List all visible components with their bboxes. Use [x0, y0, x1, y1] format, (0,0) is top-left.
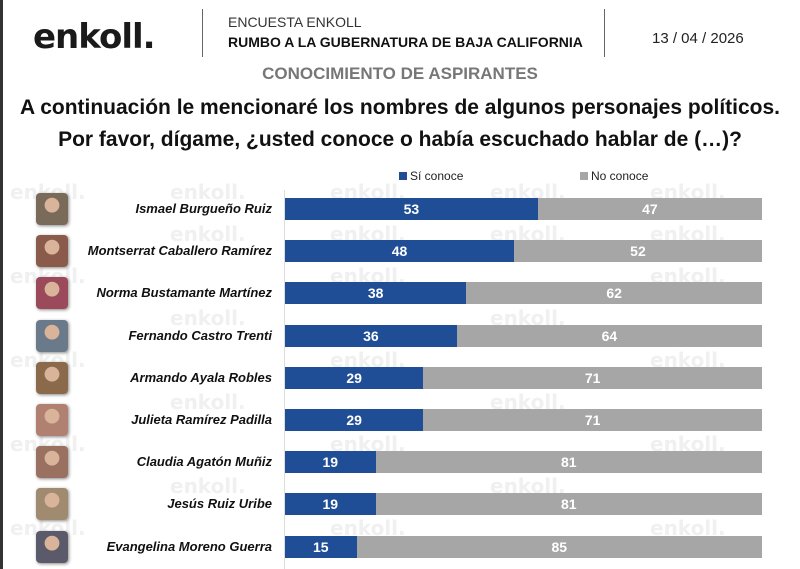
divider [202, 9, 203, 57]
candidate-photo [36, 361, 68, 394]
candidate-name: Claudia Agatón Muñiz [136, 454, 272, 470]
data-label: 53 [403, 201, 420, 217]
bar-no-conoce: 71 [423, 409, 762, 431]
candidate-photo [36, 530, 68, 563]
data-label: 81 [561, 454, 577, 471]
divider [604, 9, 605, 57]
bar-no-conoce: 81 [375, 493, 762, 516]
bar-no-conoce: 47 [537, 198, 762, 220]
data-label: 64 [601, 327, 618, 344]
candidate-name: Ismael Burgueño Ruiz [135, 201, 272, 216]
legend-si-conoce: Sí conoce [399, 169, 463, 183]
candidate-name: Montserrat Caballero Ramírez [87, 243, 272, 259]
legend-label: No conoce [591, 169, 649, 183]
bar-si-conoce: 38 [285, 282, 467, 305]
question-line-2: Por favor, dígame, ¿usted conoce o había… [58, 128, 742, 151]
bar-no-conoce: 64 [456, 324, 762, 347]
bar-no-conoce: 62 [466, 282, 762, 305]
bar-si-conoce: 36 [285, 324, 457, 347]
data-label: 52 [630, 243, 646, 260]
watermark: enkoll. [170, 474, 246, 498]
data-label: 15 [312, 538, 329, 555]
candidate-photo [36, 488, 68, 521]
data-label: 81 [561, 496, 577, 513]
data-label: 29 [346, 412, 362, 428]
data-label: 29 [346, 369, 362, 386]
data-label: 71 [584, 412, 601, 428]
candidate-photo [36, 193, 68, 225]
watermark: enkoll. [170, 390, 246, 414]
bar-no-conoce: 71 [423, 366, 762, 389]
bar-si-conoce: 19 [285, 451, 376, 474]
survey-title: RUMBO A LA GUBERNATURA DE BAJA CALIFORNI… [228, 34, 583, 50]
legend-swatch [399, 172, 407, 180]
data-label: 19 [322, 454, 339, 471]
bar-si-conoce: 29 [285, 366, 424, 389]
left-border [0, 0, 3, 569]
candidate-name: Fernando Castro Trenti [128, 327, 272, 343]
watermark: enkoll. [170, 222, 246, 246]
candidate-photo [36, 446, 68, 479]
bar-si-conoce: 53 [285, 198, 538, 220]
candidate-name: Julieta Ramírez Padilla [131, 412, 272, 427]
bar-si-conoce: 19 [285, 493, 376, 516]
bar-si-conoce: 48 [285, 240, 514, 263]
data-label: 48 [391, 243, 408, 260]
candidate-photo [36, 404, 68, 436]
data-label: 36 [363, 327, 379, 344]
candidate-photo [36, 319, 68, 352]
survey-name: ENCUESTA ENKOLL [228, 14, 362, 30]
data-label: 85 [551, 538, 568, 555]
bar-no-conoce: 81 [375, 451, 762, 474]
bar-no-conoce: 85 [356, 535, 762, 558]
section-title: CONOCIMIENTO DE ASPIRANTES [262, 64, 538, 83]
bar-no-conoce: 52 [513, 240, 762, 263]
legend-swatch [580, 172, 588, 180]
data-label: 38 [367, 285, 384, 302]
candidate-name: Norma Bustamante Martínez [96, 285, 272, 301]
data-label: 19 [322, 496, 339, 513]
candidate-photo [36, 235, 68, 268]
data-label: 62 [606, 285, 622, 302]
watermark: enkoll. [170, 306, 246, 330]
candidate-name: Armando Ayala Robles [130, 369, 272, 385]
legend-no-conoce: No conoce [580, 169, 648, 183]
data-label: 71 [584, 369, 601, 386]
survey-date: 13 / 04 / 2026 [652, 30, 744, 47]
data-label: 47 [642, 201, 658, 217]
candidate-name: Jesús Ruiz Uribe [167, 496, 272, 512]
bar-si-conoce: 15 [285, 535, 357, 558]
candidate-photo [36, 277, 68, 310]
bar-si-conoce: 29 [285, 409, 424, 431]
legend-label: Sí conoce [410, 169, 464, 183]
category-axis [284, 190, 285, 569]
question-line-1: A continuación le mencionaré los nombres… [19, 96, 781, 119]
candidate-name: Evangelina Moreno Guerra [106, 538, 272, 554]
enkoll-logo: enkoll. [33, 17, 156, 57]
watermark: enkoll. [170, 180, 246, 204]
